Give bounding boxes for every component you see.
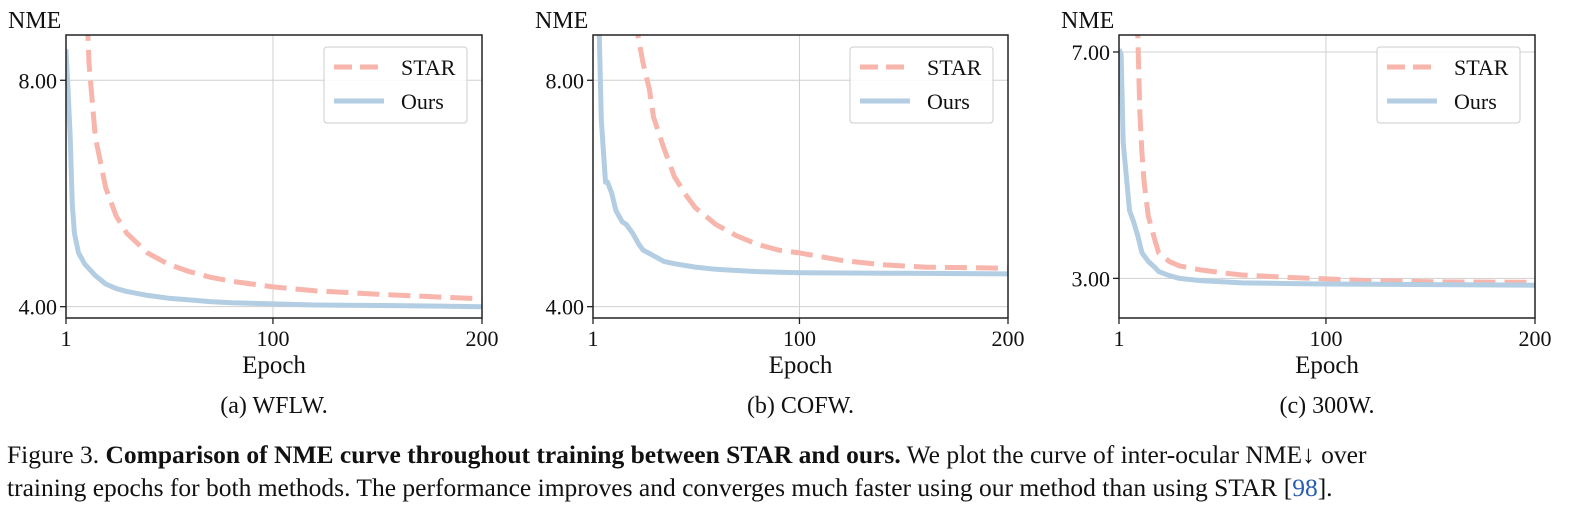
x-tick-label: 200	[992, 326, 1025, 351]
chart-panel-1: 1 100 200 4.00 8.00 NME Epoch (a) WFLW. STAR Ours	[8, 8, 499, 419]
x-tick-label: 200	[466, 326, 499, 351]
subcaption: (c) 300W.	[1279, 393, 1374, 419]
plot-frame	[1118, 34, 1536, 319]
legend-label-star: STAR	[1454, 55, 1509, 80]
series-line-ours	[1119, 48, 1535, 288]
x-tick-label: 100	[783, 326, 816, 351]
y-axis-label: NME	[8, 8, 61, 34]
x-axis-label: Epoch	[769, 352, 833, 379]
legend-label-ours: Ours	[1454, 89, 1497, 114]
legend-label-star: STAR	[401, 55, 456, 80]
x-axis-label: Epoch	[1295, 352, 1359, 379]
caption-line-1: Figure 3. Comparison of NME curve throug…	[7, 438, 1577, 471]
legend: STAR Ours	[1376, 46, 1521, 124]
x-axis-label: Epoch	[242, 352, 306, 379]
citation-link[interactable]: 98	[1292, 473, 1318, 502]
x-tick-label: 1	[588, 326, 599, 351]
legend-label-ours: Ours	[401, 89, 444, 114]
y-tick-label: 8.00	[19, 68, 58, 93]
caption-line-2: training epochs for both methods. The pe…	[7, 471, 1577, 504]
x-tick-label: 1	[1114, 326, 1125, 351]
y-tick-label: 3.00	[1072, 266, 1111, 291]
caption-text-2: training epochs for both methods. The pe…	[7, 473, 1293, 502]
series-line-star	[635, 35, 1008, 271]
series-line-ours	[66, 49, 482, 310]
y-tick-label: 4.00	[19, 295, 58, 320]
y-axis-label: NME	[535, 8, 588, 34]
legend-box	[1376, 46, 1521, 124]
x-tick-label: 200	[1519, 326, 1552, 351]
legend-label-ours: Ours	[927, 89, 970, 114]
figure-charts: 1 100 200 4.00 8.00 NME Epoch (a) WFLW. STAR Ours…	[8, 8, 1552, 419]
chart-panel-3: 1 100 200 3.00 7.00 NME Epoch (c) 300W. STAR Ours	[1061, 8, 1552, 419]
legend-box	[849, 46, 994, 124]
series-line-star	[1135, 35, 1535, 285]
y-axis-label: NME	[1061, 8, 1114, 34]
caption-label: Figure 3.	[7, 440, 100, 469]
caption-text-1: We plot the curve of inter-ocular NME↓ o…	[906, 440, 1367, 469]
legend-box	[323, 46, 468, 124]
caption-text-3: ].	[1317, 473, 1333, 502]
subcaption: (b) COFW.	[747, 393, 854, 419]
legend: STAR Ours	[849, 46, 994, 124]
y-tick-label: 8.00	[546, 68, 585, 93]
chart-panel-2: 1 100 200 4.00 8.00 NME Epoch (b) COFW. STAR Ours	[535, 8, 1025, 419]
legend: STAR Ours	[323, 46, 468, 124]
x-tick-label: 1	[61, 326, 72, 351]
plot-frame	[592, 34, 1009, 319]
legend-label-star: STAR	[927, 55, 982, 80]
caption-title: Comparison of NME curve throughout train…	[105, 440, 901, 469]
y-tick-label: 7.00	[1072, 40, 1111, 65]
figure-caption: Figure 3. Comparison of NME curve throug…	[7, 438, 1577, 504]
x-tick-label: 100	[256, 326, 289, 351]
x-tick-label: 100	[1309, 326, 1342, 351]
y-tick-label: 4.00	[546, 295, 585, 320]
series-line-ours	[596, 35, 1008, 277]
plot-frame	[65, 34, 483, 319]
series-line-star	[85, 35, 482, 302]
subcaption: (a) WFLW.	[220, 393, 328, 419]
